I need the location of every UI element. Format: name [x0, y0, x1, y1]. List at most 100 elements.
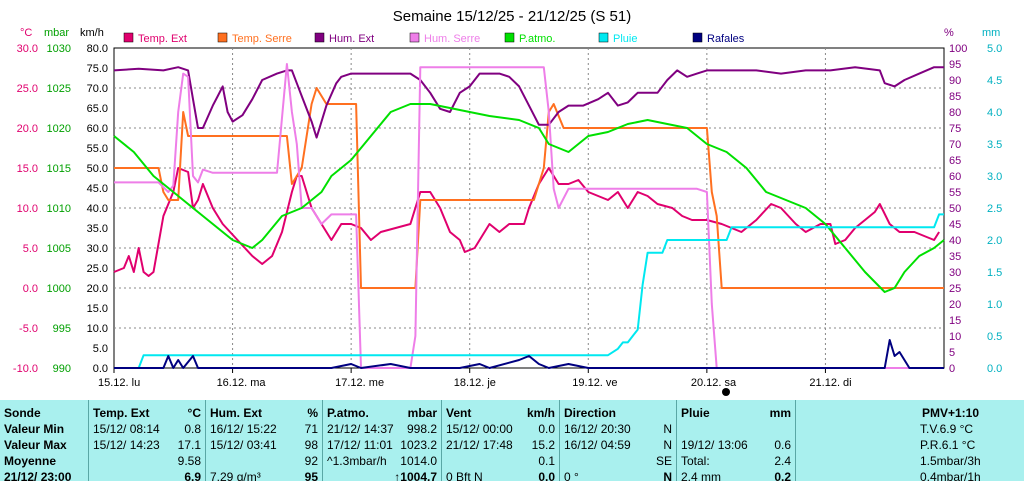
x-axis-labels: 15.12. lu 16.12. ma 17.12. me 18.12. je 19.1… — [98, 377, 852, 389]
x-tick-label: 15.12. lu — [98, 377, 140, 389]
hdr-direction: Direction — [564, 406, 617, 420]
tick-label-wind: 65.0 — [87, 103, 108, 115]
vent-max-time: 21/12/ 17:48 — [446, 438, 513, 452]
pluie-max-time: 19/12/ 13:06 — [681, 438, 748, 452]
tick-label-temp: -10.0 — [13, 363, 38, 375]
x-tick-label: 18.12. je — [454, 377, 496, 389]
temp-min-value: 0.8 — [184, 422, 201, 436]
tick-label-percent: 100 — [949, 43, 967, 55]
pluie-total-value: 2.4 — [774, 454, 791, 468]
tick-label-percent: 30 — [949, 267, 961, 279]
series-line — [114, 63, 944, 369]
hdr-sonde: Sonde — [4, 406, 41, 420]
x-tick-label: 19.12. ve — [572, 377, 617, 389]
x-tick-label: 20.12. sa — [691, 377, 737, 389]
dir-current-value: N — [663, 470, 672, 481]
series-line — [114, 339, 944, 369]
axis-units: °C mbar km/h% mm — [20, 27, 1000, 39]
tick-label-wind: 60.0 — [87, 123, 108, 135]
pluie-total-label: Total: — [681, 454, 710, 468]
tick-label-pressure: 1000 — [47, 283, 71, 295]
legend-label: Temp. Serre — [232, 33, 292, 45]
unit-temp: °C — [20, 27, 32, 39]
tick-label-rain: 3.5 — [987, 139, 1002, 151]
tick-label-wind: 35.0 — [87, 223, 108, 235]
tick-label-wind: 50.0 — [87, 163, 108, 175]
tick-label-temp: 25.0 — [17, 83, 38, 95]
tick-label-wind: 10.0 — [87, 323, 108, 335]
tick-label-percent: 20 — [949, 299, 961, 311]
unit-pressure: mbar — [44, 27, 69, 39]
col-temp-ext: Temp. Ext °C 15/12/ 08:14 0.8 15/12/ 14:23… — [89, 400, 205, 481]
tick-label-pressure: 1020 — [47, 123, 71, 135]
tick-label-percent: 80 — [949, 107, 961, 119]
tick-label-rain: 2.0 — [987, 235, 1002, 247]
hdr-temp: Temp. Ext — [93, 406, 150, 420]
col-patmo: P.atmo. mbar 21/12/ 14:37 998.2 17/12/ 11:… — [323, 400, 441, 481]
hdr-vent-unit: km/h — [526, 406, 555, 420]
pmv-trend-3h: 1.5mbar/3h — [920, 454, 981, 468]
legend-label: Pluie — [613, 33, 637, 45]
unit-rain: mm — [982, 27, 1000, 39]
vent-beaufort: 0 Bft N — [446, 470, 483, 481]
hum-min-time: 16/12/ 15:22 — [210, 422, 277, 436]
tick-label-wind: 70.0 — [87, 83, 108, 95]
tick-label-percent: 85 — [949, 91, 961, 103]
patmo-min-value: 998.2 — [406, 422, 437, 436]
hum-current-time: 7.29 g/m³ — [210, 470, 261, 481]
legend-swatch — [217, 32, 228, 43]
chart-series — [113, 63, 945, 369]
unit-wind: km/h — [80, 27, 104, 39]
series-line — [113, 66, 944, 139]
temp-max-value: 17.1 — [177, 438, 201, 452]
dir-min-value: N — [663, 422, 672, 436]
hum-current-value: 95 — [304, 470, 318, 481]
chart-title: Semaine 15/12/25 - 21/12/25 (S 51) — [393, 8, 632, 25]
legend-label: Hum. Serre — [424, 33, 480, 45]
legend-swatch — [692, 32, 703, 43]
tick-label-percent: 40 — [949, 235, 961, 247]
col-pluie: Pluie mm 19/12/ 13:06 0.6 Total: 2.4 2.4 mm… — [677, 400, 795, 481]
tick-label-pressure: 1010 — [47, 203, 71, 215]
patmo-current-value: ↑1004.7 — [394, 470, 437, 481]
patmo-avg-value: 1014.0 — [400, 454, 437, 468]
tick-label-wind: 15.0 — [87, 303, 108, 315]
dir-avg-value: SE — [655, 454, 672, 468]
tick-label-percent: 75 — [949, 123, 961, 135]
vent-min-time: 15/12/ 00:00 — [446, 422, 513, 436]
legend-swatch — [504, 32, 515, 43]
dir-min-time: 16/12/ 20:30 — [564, 422, 631, 436]
legend-swatch — [314, 32, 325, 43]
chart-legend: Temp. Ext Temp. Serre Hum. Ext Hum. Serre P.… — [123, 32, 745, 45]
tick-label-rain: 1.5 — [987, 267, 1002, 279]
tick-label-rain: 3.0 — [987, 171, 1002, 183]
series-line — [114, 87, 944, 289]
vent-avg-value: 0.1 — [538, 454, 555, 468]
dir-max-value: N — [663, 438, 672, 452]
hum-avg-value: 92 — [304, 454, 318, 468]
vent-current-value: 0.0 — [538, 470, 555, 481]
summary-table: Sonde Valeur Min Valeur Max Moyenne 21/1… — [0, 400, 1024, 481]
tick-label-pressure: 1030 — [47, 43, 71, 55]
patmo-max-time: 17/12/ 11:01 — [327, 438, 393, 452]
tick-label-wind: 5.0 — [93, 343, 108, 355]
tick-label-wind: 0.0 — [93, 363, 108, 375]
tick-label-percent: 50 — [949, 203, 961, 215]
current-time-marker — [722, 388, 730, 396]
tick-label-percent: 35 — [949, 251, 961, 263]
x-tick-label: 17.12. me — [335, 377, 384, 389]
dir-current-degrees: 0 ° — [564, 470, 579, 481]
tick-label-percent: 15 — [949, 315, 961, 327]
weather-chart: Semaine 15/12/25 - 21/12/25 (S 51) °C mba… — [13, 8, 1002, 396]
patmo-max-value: 1023.2 — [400, 438, 437, 452]
legend-label: Rafales — [707, 33, 745, 45]
tick-label-rain: 4.5 — [987, 75, 1002, 87]
axis-tick-labels: 30.025.020.015.010.05.00.0-5.0-10.010301… — [13, 43, 1002, 375]
hum-max-value: 98 — [304, 438, 318, 452]
pmv-tv: T.V.6.9 °C — [920, 422, 974, 436]
pluie-current-value: 0.2 — [774, 470, 791, 481]
tick-label-percent: 95 — [949, 59, 961, 71]
tick-label-temp: 10.0 — [17, 203, 38, 215]
tick-label-percent: 90 — [949, 75, 961, 87]
tick-label-pressure: 995 — [53, 323, 71, 335]
